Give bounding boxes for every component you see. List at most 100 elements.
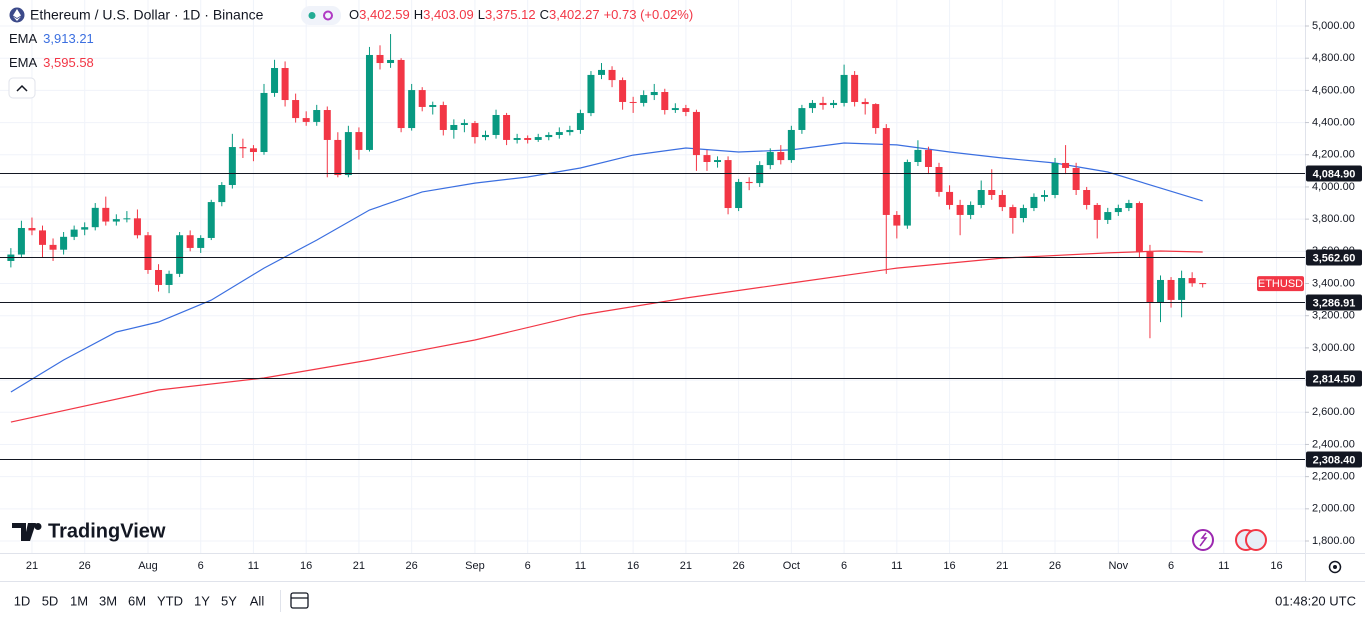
ema-value: 3,595.58 bbox=[43, 55, 94, 70]
collapse-button[interactable] bbox=[8, 77, 36, 99]
candle-body bbox=[91, 207, 99, 228]
gear[interactable] bbox=[1328, 560, 1342, 574]
level-label: 4,084.90 bbox=[1313, 168, 1356, 180]
range-button[interactable]: 5Y bbox=[221, 593, 237, 608]
y-tick-label: 4,200.00 bbox=[1312, 149, 1355, 161]
y-tick-label: 4,000.00 bbox=[1312, 181, 1355, 193]
candle-body bbox=[1072, 167, 1080, 191]
candle-body bbox=[155, 269, 163, 285]
x-tick-label: 11 bbox=[248, 560, 259, 572]
candle-body bbox=[302, 118, 310, 122]
candle-body bbox=[481, 134, 489, 138]
y-tick-label: 3,800.00 bbox=[1312, 213, 1355, 225]
candle-body bbox=[1040, 194, 1048, 197]
candle-body bbox=[555, 132, 563, 135]
candle-body bbox=[882, 128, 890, 215]
level-label: 3,562.60 bbox=[1313, 252, 1356, 264]
candle-body bbox=[1167, 279, 1175, 300]
ohlc-key: C bbox=[540, 7, 549, 22]
replay-icon[interactable] bbox=[1192, 529, 1214, 551]
x-tick-label: 26 bbox=[732, 560, 744, 572]
brand-logo-dot bbox=[34, 523, 42, 530]
candle-body bbox=[1104, 212, 1112, 220]
candle-body bbox=[893, 214, 901, 226]
candle-body bbox=[1083, 190, 1091, 205]
level-label: 3,286.91 bbox=[1313, 297, 1356, 309]
candle-body bbox=[735, 181, 743, 209]
candle-body bbox=[524, 138, 532, 140]
candle-body bbox=[872, 104, 880, 129]
x-tick-label: 6 bbox=[198, 560, 204, 572]
candle-body bbox=[745, 181, 753, 184]
x-tick-label: 11 bbox=[575, 560, 586, 572]
x-tick-label: Oct bbox=[783, 560, 800, 572]
x-tick-label: 21 bbox=[353, 560, 365, 572]
range-button[interactable]: 1M bbox=[70, 593, 88, 608]
range-button[interactable]: 5D bbox=[42, 593, 59, 608]
range-button[interactable]: YTD bbox=[157, 593, 183, 608]
x-tick-label: 11 bbox=[1218, 560, 1229, 572]
ema-name: EMA bbox=[9, 55, 38, 70]
symbol-tag bbox=[1257, 276, 1304, 292]
candle-body bbox=[429, 105, 437, 107]
candle-body bbox=[387, 59, 395, 64]
candle-body bbox=[819, 102, 827, 106]
candle-body bbox=[165, 273, 173, 285]
ohlc-readout: O3,402.59 H3,403.09 L3,375.12 C3,402.27 +0.7… bbox=[349, 7, 693, 22]
candle-body bbox=[587, 74, 595, 114]
candle-body bbox=[513, 138, 521, 140]
level-tag bbox=[1306, 249, 1362, 266]
x-tick-label: 21 bbox=[26, 560, 38, 572]
candle-body bbox=[924, 149, 932, 167]
range-button[interactable]: 1Y bbox=[194, 593, 210, 608]
candle-body bbox=[355, 132, 363, 150]
candle-body bbox=[576, 113, 584, 130]
candle-body bbox=[566, 129, 574, 133]
ema-legend: EMA 3,595.58 bbox=[9, 55, 94, 70]
candle-body bbox=[197, 237, 205, 248]
candle-body bbox=[956, 204, 964, 215]
flag-icon[interactable] bbox=[1245, 529, 1267, 551]
candle-body bbox=[28, 227, 36, 231]
candle-body bbox=[661, 91, 669, 111]
range-button[interactable]: 6M bbox=[128, 593, 146, 608]
candle-body bbox=[903, 162, 911, 226]
candle-body bbox=[1030, 196, 1038, 209]
range-button[interactable]: All bbox=[250, 593, 265, 608]
y-tick-label: 3,200.00 bbox=[1312, 310, 1355, 322]
y-tick-label: 4,600.00 bbox=[1312, 84, 1355, 96]
x-tick-label: 21 bbox=[996, 560, 1008, 572]
overlay-icons bbox=[1192, 529, 1267, 551]
candle-body bbox=[724, 160, 732, 209]
ohlc-key: H bbox=[414, 7, 423, 22]
candle-body bbox=[397, 59, 405, 129]
candle-body bbox=[1146, 251, 1154, 303]
status-dot bbox=[308, 12, 316, 19]
status-icon[interactable] bbox=[323, 10, 333, 21]
y-tick-label: 2,000.00 bbox=[1312, 503, 1355, 515]
candle-body bbox=[60, 236, 68, 250]
brand-logo bbox=[12, 523, 36, 541]
range-button[interactable]: 3M bbox=[99, 593, 117, 608]
ema-legend: EMA 3,913.21 bbox=[9, 31, 94, 46]
ohlc-value: 3,402.27 bbox=[549, 7, 600, 22]
ohlc-key: L bbox=[478, 7, 485, 22]
settings-icon[interactable] bbox=[1328, 560, 1342, 574]
candle-body bbox=[787, 129, 795, 161]
symbol-icon-glyph bbox=[13, 9, 21, 21]
level-tag bbox=[1306, 451, 1362, 468]
candle-body bbox=[344, 132, 352, 176]
x-tick-label: 16 bbox=[627, 560, 639, 572]
candle-body bbox=[914, 149, 922, 163]
candle-body bbox=[239, 147, 247, 149]
candle-body bbox=[1051, 162, 1059, 195]
gear-center bbox=[1333, 565, 1337, 569]
candle-body bbox=[629, 101, 637, 103]
range-button[interactable]: 1D bbox=[14, 593, 31, 608]
header: Ethereum / U.S. Dollar · 1D · Binance O3… bbox=[8, 6, 693, 99]
level-tag bbox=[1306, 294, 1362, 311]
y-tick-label: 2,200.00 bbox=[1312, 471, 1355, 483]
date-range-icon[interactable] bbox=[290, 592, 309, 609]
